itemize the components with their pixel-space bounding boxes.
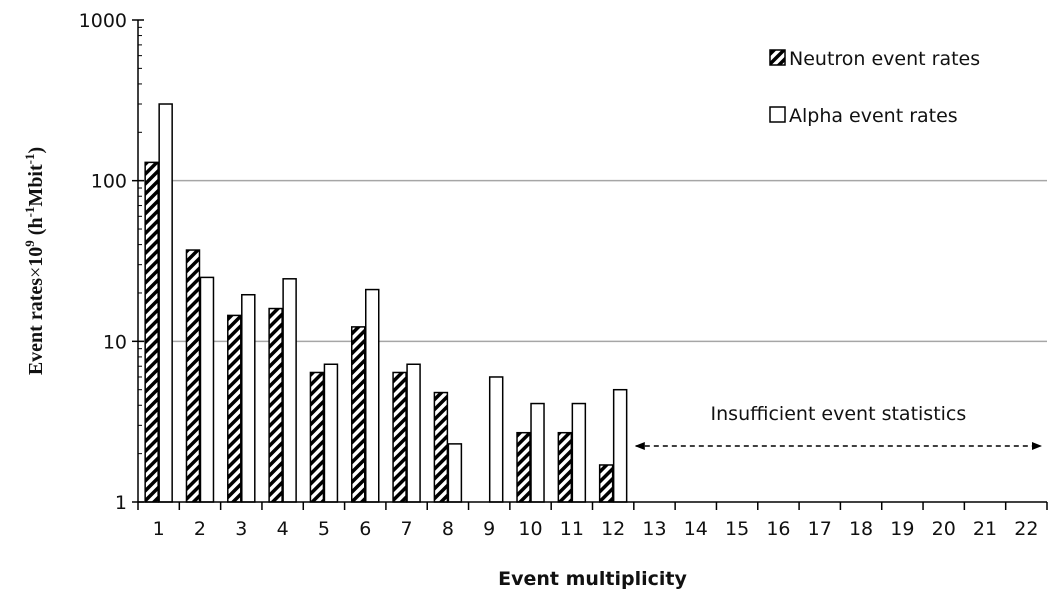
bar-alpha: [158, 103, 173, 503]
bar-alpha: [571, 402, 587, 503]
y-axis-title-exp-h: -1: [22, 207, 37, 218]
x-ticks: 1 2 3 4 5 6 7 8 9 10 11 12 13 14 15 16 17 18 19 20 21 22: [137, 502, 1048, 540]
x-tick-label: 17: [808, 518, 832, 540]
x-tick-label: 14: [684, 518, 708, 540]
bar-neutron: [268, 307, 283, 503]
x-tick-label: 13: [642, 518, 666, 540]
bar-alpha: [365, 288, 380, 503]
legend-label-neutron: Neutron event rates: [789, 48, 980, 70]
bar-neutron: [557, 431, 573, 503]
bar-neutron: [433, 391, 449, 503]
bar-alpha: [199, 276, 215, 503]
x-axis-title: Event multiplicity: [498, 568, 687, 590]
bar-neutron: [392, 371, 407, 503]
x-tick-label: 7: [401, 518, 413, 540]
bar-neutron: [516, 431, 531, 503]
legend-swatch-alpha: [769, 106, 786, 123]
bar-alpha: [282, 278, 297, 503]
x-tick-label: 15: [725, 518, 749, 540]
bar-alpha: [241, 293, 256, 503]
bar-neutron: [351, 326, 366, 503]
legend: Neutron event rates Alpha event rates: [769, 48, 980, 127]
y-axis-title-main: Event rates: [25, 278, 47, 375]
y-axis-title-times: ×: [25, 267, 47, 278]
x-tick-label: 12: [601, 518, 625, 540]
x-tick-label: 21: [973, 518, 997, 540]
y-axis-title-unit-mbit: Mbit: [25, 164, 47, 207]
y-axis-title-exp: 9: [22, 240, 37, 247]
y-axis-title-base: 10: [25, 247, 47, 267]
bar-neutron: [598, 464, 614, 503]
bar-alpha: [323, 363, 339, 503]
bar-neutron: [227, 314, 242, 503]
bar-alpha: [488, 376, 504, 503]
bar-alpha: [447, 443, 463, 503]
y-tick-label: 1000: [79, 10, 127, 32]
x-tick-label: 2: [194, 518, 206, 540]
x-tick-label: 6: [359, 518, 371, 540]
x-tick-label: 11: [560, 518, 584, 540]
x-tick-label: 4: [277, 518, 289, 540]
y-tick-label: 10: [103, 331, 127, 353]
y-axis-title: Event rates×109 (h-1Mbit-1): [22, 147, 47, 375]
x-tick-label: 9: [483, 518, 495, 540]
bar-neutron: [309, 371, 325, 503]
x-tick-label: 22: [1014, 518, 1038, 540]
bar-alpha: [530, 402, 545, 503]
y-axis-title-exp-mbit: -1: [22, 153, 37, 164]
y-tick-label: 100: [91, 171, 127, 193]
bar-alpha: [406, 363, 421, 503]
y-axis-title-close: ): [25, 147, 47, 154]
legend-swatch-neutron: [769, 49, 786, 66]
y-axis-title-unit-h: (h: [25, 217, 47, 240]
annotation: Insufficient event statistics: [634, 403, 1042, 450]
x-tick-label: 20: [932, 518, 956, 540]
x-tick-label: 16: [766, 518, 790, 540]
legend-label-alpha: Alpha event rates: [789, 105, 958, 127]
bars: [144, 103, 628, 503]
x-tick-label: 3: [235, 518, 247, 540]
x-tick-label: 5: [318, 518, 330, 540]
annotation-text: Insufficient event statistics: [711, 403, 967, 425]
bar-neutron: [185, 249, 201, 503]
y-ticks: 1 10 100 1000: [79, 10, 144, 514]
bar-alpha: [612, 388, 628, 503]
y-tick-label: 1: [115, 492, 127, 514]
x-tick-label: 19: [890, 518, 914, 540]
x-tick-label: 8: [442, 518, 454, 540]
x-tick-label: 10: [518, 518, 542, 540]
bar-neutron: [144, 161, 159, 503]
x-tick-label: 1: [153, 518, 165, 540]
x-tick-label: 18: [849, 518, 873, 540]
